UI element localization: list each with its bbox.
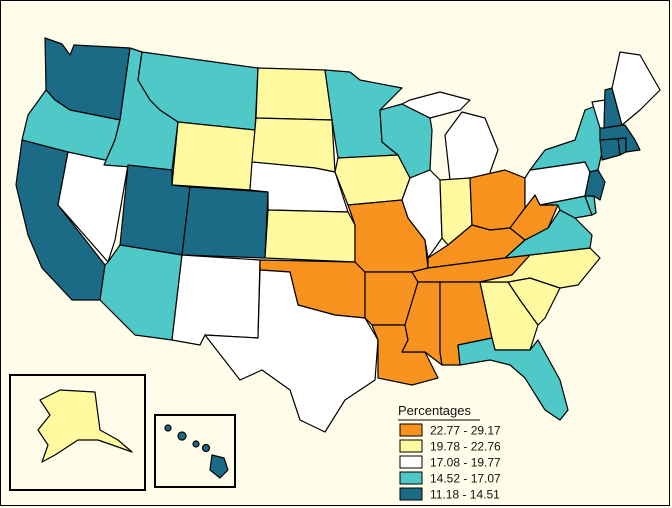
state-texas	[204, 269, 379, 433]
legend-swatch	[399, 471, 423, 485]
state-new-jersey	[584, 169, 606, 201]
state-hawaii	[164, 424, 229, 479]
state-massachusetts	[599, 124, 641, 153]
state-wyoming	[171, 121, 256, 191]
state-north-dakota	[255, 67, 333, 121]
state-maine	[611, 51, 661, 126]
legend-swatch	[399, 423, 423, 437]
state-arizona	[99, 244, 183, 341]
state-iowa	[334, 154, 411, 206]
legend-label: 11.18 - 14.51	[430, 488, 500, 502]
state-connecticut	[599, 137, 621, 161]
legend-label: 14.52 - 17.07	[430, 472, 501, 486]
legend-label: 22.77 - 29.17	[430, 424, 501, 438]
legend: Percentages 22.77 - 29.17 19.78 - 22.76 17…	[398, 403, 501, 502]
legend-label: 19.78 - 22.76	[430, 440, 501, 454]
state-kansas	[264, 209, 356, 263]
state-colorado	[181, 186, 269, 259]
legend-label: 17.08 - 19.77	[430, 456, 501, 470]
legend-swatch	[399, 487, 423, 501]
state-rhode-island	[617, 137, 627, 156]
state-florida	[457, 337, 569, 421]
state-new-york	[529, 104, 603, 173]
legend-swatch	[399, 439, 423, 453]
legend-title: Percentages	[398, 403, 471, 418]
legend-swatch	[399, 455, 423, 469]
state-new-mexico	[171, 254, 261, 346]
state-alaska	[37, 389, 133, 463]
